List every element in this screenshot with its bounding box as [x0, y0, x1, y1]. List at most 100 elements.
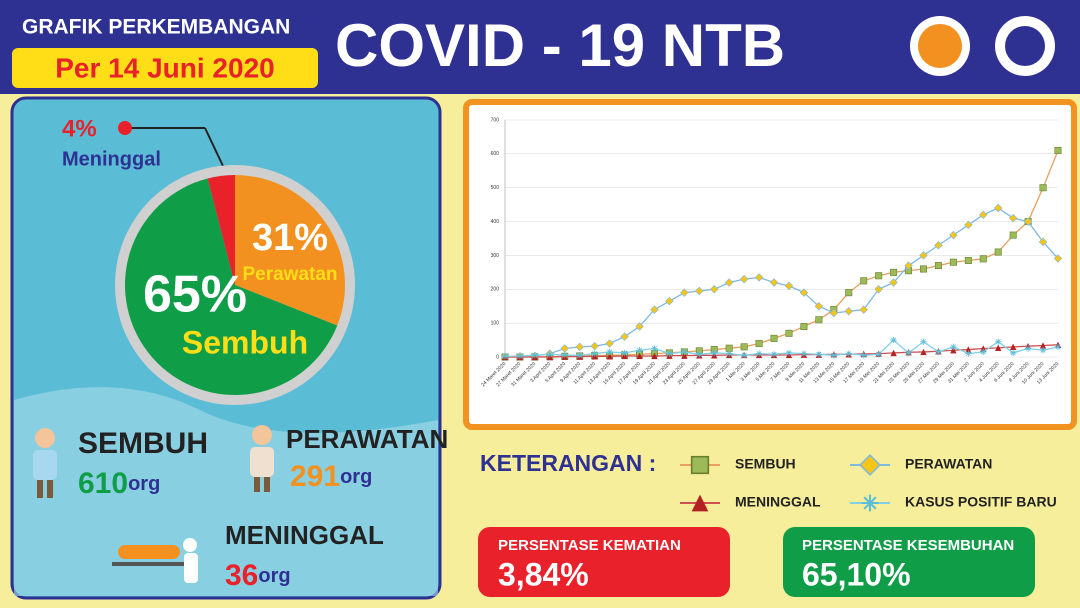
- legend-marker: [859, 454, 881, 476]
- stat-label: MENINGGAL: [225, 520, 384, 550]
- point: [1009, 349, 1017, 357]
- point: [1038, 237, 1048, 247]
- point: [965, 350, 972, 357]
- point: [800, 323, 808, 331]
- point: [890, 268, 898, 276]
- y-tick-label: 600: [491, 151, 500, 157]
- point: [980, 348, 987, 356]
- legend-label: SEMBUH: [735, 456, 796, 472]
- stat-number: 610: [78, 467, 128, 500]
- point: [1039, 184, 1047, 192]
- point: [860, 277, 868, 285]
- point: [979, 210, 988, 220]
- icon: [33, 428, 57, 498]
- point: [920, 338, 927, 345]
- y-tick-label: 700: [491, 117, 500, 123]
- legend-title: KETERANGAN :: [480, 450, 656, 476]
- percentage-label: PERSENTASE KESEMBUHAN: [802, 537, 1014, 554]
- point: [650, 305, 659, 314]
- subtitle: GRAFIK PERKEMBANGAN: [22, 16, 290, 39]
- point: [681, 348, 688, 356]
- stat-number: 291: [290, 460, 340, 493]
- line-chart-frame: [463, 99, 1077, 430]
- point: [1023, 217, 1033, 226]
- pie-slice: [235, 175, 345, 326]
- point: [994, 248, 1002, 256]
- point: [665, 296, 674, 306]
- title: COVID - 19 NTB: [335, 12, 785, 79]
- point: [979, 255, 987, 263]
- legend-label: KASUS POSITIF BARU: [905, 494, 1057, 510]
- point: [1008, 213, 1018, 223]
- point: [859, 305, 868, 314]
- point: [590, 341, 599, 351]
- point: [711, 349, 718, 357]
- point: [949, 258, 957, 266]
- point: [591, 350, 598, 357]
- point: [695, 286, 704, 296]
- y-tick-label: 200: [491, 287, 500, 293]
- point: [1024, 345, 1032, 352]
- legend-marker: [861, 494, 879, 512]
- pie-value-label: 4%: [62, 115, 97, 142]
- stat-value: 36org: [225, 559, 291, 592]
- pie-label: Meninggal: [62, 148, 161, 170]
- point: [799, 288, 809, 297]
- pie-slice: [125, 178, 338, 396]
- point: [814, 301, 824, 311]
- point: [605, 339, 614, 348]
- y-tick-label: 300: [491, 253, 500, 259]
- point: [905, 349, 912, 357]
- point: [815, 316, 823, 324]
- date: Per 14 Juni 2020: [55, 52, 274, 83]
- point: [1053, 254, 1063, 263]
- point: [993, 203, 1003, 213]
- logo: [1005, 26, 1045, 66]
- point: [1054, 146, 1062, 154]
- decor: [14, 387, 438, 596]
- point: [546, 351, 554, 358]
- point: [710, 285, 719, 294]
- logo: [918, 24, 962, 68]
- y-tick-label: 400: [491, 219, 500, 225]
- pie-slice: [207, 175, 235, 285]
- point: [829, 308, 839, 318]
- point: [784, 281, 794, 291]
- point: [636, 352, 643, 360]
- point: [964, 220, 973, 230]
- point: [950, 343, 957, 351]
- point: [575, 342, 584, 352]
- date-badge: [12, 48, 318, 88]
- point: [904, 261, 913, 270]
- point: [770, 334, 778, 342]
- percentage-value: 65,10%: [802, 556, 911, 592]
- point: [830, 352, 838, 359]
- legend-label: PERAWATAN: [905, 456, 992, 472]
- stat-unit: org: [128, 473, 160, 495]
- point: [724, 278, 734, 287]
- point: [561, 351, 568, 359]
- legend-marker: [690, 455, 710, 475]
- point: [860, 352, 867, 359]
- y-tick-label: 500: [491, 185, 500, 191]
- point: [666, 350, 673, 357]
- point: [696, 351, 703, 358]
- point: [845, 350, 852, 357]
- point: [965, 346, 972, 353]
- stat-number: 36: [225, 559, 258, 592]
- point: [1039, 342, 1047, 349]
- percentage-box: [478, 527, 730, 597]
- percentage-value: 3,84%: [498, 556, 589, 592]
- point: [875, 272, 883, 280]
- point: [740, 352, 748, 359]
- legend-label: MENINGGAL: [735, 494, 821, 510]
- point: [1054, 343, 1062, 351]
- point: [755, 350, 763, 357]
- stat-value: 610org: [78, 467, 160, 500]
- point: [635, 322, 644, 331]
- point: [770, 351, 778, 358]
- point: [516, 352, 524, 360]
- point: [769, 278, 779, 287]
- point: [995, 338, 1002, 345]
- point: [890, 349, 897, 357]
